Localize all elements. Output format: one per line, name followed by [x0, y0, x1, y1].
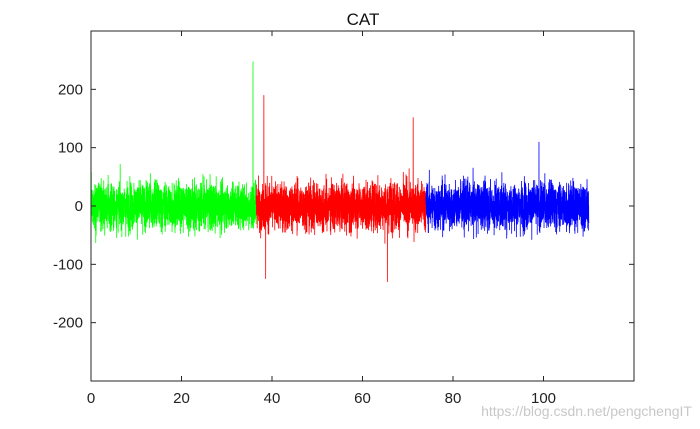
x-axis: 0 20 40 60 80 100	[87, 31, 556, 407]
y-tick-label: -200	[53, 315, 83, 332]
x-tick-label: 80	[445, 390, 462, 407]
y-tick-label: 200	[58, 81, 83, 98]
series-layer	[91, 61, 590, 282]
x-tick-label: 0	[87, 390, 95, 407]
series-line-3	[425, 141, 590, 240]
x-tick-label: 20	[173, 390, 190, 407]
y-tick-label: 100	[58, 140, 83, 157]
y-axis: -200 -100 0 100 200	[53, 81, 634, 332]
series-line-2	[255, 95, 427, 282]
watermark-text: https://blog.csdn.net/pengchengIT	[481, 403, 692, 419]
x-tick-label: 60	[354, 390, 371, 407]
y-tick-label: -100	[53, 256, 83, 273]
x-tick-label: 100	[531, 390, 556, 407]
chart-title: CAT	[347, 10, 380, 29]
y-tick-label: 0	[75, 198, 83, 215]
x-tick-label: 40	[264, 390, 281, 407]
series-line-1	[91, 61, 257, 243]
